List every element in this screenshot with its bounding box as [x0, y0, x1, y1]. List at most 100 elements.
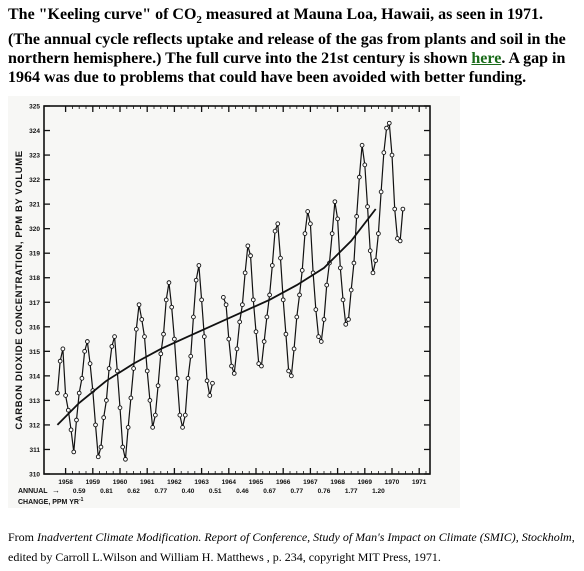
caption-text-3: . A gap in 1964 was due to problems that… — [8, 50, 566, 87]
annual-change-unit-sup: -1 — [79, 497, 84, 503]
monthly-co2-point — [180, 425, 185, 430]
annual-change-value: 0.76 — [318, 488, 331, 495]
monthly-co2-point — [104, 398, 109, 403]
x-tick-label: 1965 — [249, 479, 264, 486]
monthly-co2-point — [95, 454, 101, 460]
monthly-co2-point — [85, 339, 90, 344]
monthly-co2-point — [299, 268, 305, 273]
monthly-co2-point — [316, 334, 321, 339]
monthly-co2-point — [253, 329, 259, 335]
monthly-co2-point — [201, 334, 207, 339]
monthly-co2-point — [313, 307, 319, 312]
plot-frame — [43, 105, 431, 475]
monthly-co2-point — [400, 206, 406, 212]
monthly-co2-point — [123, 456, 128, 462]
monthly-co2-point — [272, 228, 278, 234]
y-tick-label: 314 — [29, 373, 40, 380]
annual-change-label2: CHANGE, PPM YR-1 — [18, 497, 84, 506]
monthly-co2-point — [378, 189, 384, 195]
monthly-co2-point — [112, 334, 117, 339]
monthly-co2-point — [117, 405, 123, 411]
monthly-co2-line — [56, 264, 214, 460]
monthly-co2-point — [109, 344, 115, 349]
data-series — [55, 120, 406, 462]
annual-change-value: 0.77 — [290, 488, 303, 495]
annual-change-value: 1.77 — [345, 488, 358, 495]
monthly-co2-point — [354, 214, 359, 219]
y-tick-label: 319 — [29, 251, 40, 258]
monthly-co2-point — [264, 314, 270, 320]
annual-change-arrow: → — [52, 486, 60, 495]
x-tick-label: 1960 — [113, 479, 128, 486]
annual-change-value: 0.77 — [154, 488, 167, 495]
monthly-co2-point — [365, 204, 370, 209]
y-tick-label: 312 — [29, 422, 40, 429]
y-tick-label: 317 — [29, 300, 40, 307]
monthly-co2-point — [305, 209, 311, 214]
monthly-co2-point — [340, 297, 346, 303]
monthly-co2-point — [207, 393, 213, 398]
monthly-co2-point — [367, 248, 373, 254]
monthly-co2-point — [196, 263, 202, 268]
monthly-co2-point — [139, 317, 145, 322]
monthly-co2-point — [283, 331, 289, 337]
y-tick-label: 325 — [29, 104, 40, 111]
monthly-co2-point — [250, 297, 256, 303]
monthly-co2-point — [142, 334, 147, 339]
monthly-co2-point — [362, 162, 368, 168]
monthly-co2-point — [155, 383, 161, 389]
y-tick-label: 315 — [29, 349, 40, 356]
monthly-co2-point — [269, 263, 275, 268]
monthly-co2-point — [210, 380, 215, 386]
y-tick-label: 311 — [30, 447, 41, 454]
monthly-co2-point — [386, 120, 392, 126]
monthly-co2-point — [191, 314, 196, 320]
monthly-co2-point — [74, 417, 79, 423]
monthly-co2-point — [278, 255, 283, 261]
monthly-co2-point — [240, 302, 245, 308]
annual-change-value: 1.20 — [372, 488, 385, 495]
monthly-co2-point — [76, 390, 82, 396]
x-tick-label: 1967 — [303, 479, 318, 486]
monthly-co2-point — [248, 253, 253, 259]
monthly-co2-point — [63, 393, 68, 398]
credit-suffix: , edited by Carroll L.Wilson and William… — [8, 530, 575, 564]
credit-prefix: From — [8, 530, 38, 544]
monthly-co2-point — [106, 366, 112, 371]
monthly-co2-point — [161, 331, 166, 337]
monthly-co2-point — [125, 425, 131, 430]
monthly-co2-point — [93, 422, 98, 428]
monthly-co2-point — [259, 363, 264, 369]
monthly-co2-point — [65, 407, 71, 413]
monthly-co2-point — [199, 297, 204, 303]
monthly-co2-line — [222, 122, 404, 377]
monthly-co2-point — [381, 150, 387, 155]
monthly-co2-point — [177, 412, 183, 418]
monthly-co2-point — [79, 375, 85, 381]
monthly-co2-point — [87, 361, 93, 366]
x-tick-label: 1958 — [58, 479, 73, 486]
monthly-co2-point — [68, 427, 74, 433]
y-tick-label: 316 — [29, 324, 40, 331]
annual-change-value: 0.67 — [263, 488, 276, 495]
monthly-co2-point — [348, 287, 354, 293]
monthly-co2-point — [373, 258, 379, 263]
monthly-co2-point — [351, 260, 357, 266]
monthly-co2-point — [321, 317, 327, 322]
here-link[interactable]: here — [471, 50, 502, 68]
monthly-co2-point — [234, 346, 240, 352]
monthly-co2-point — [245, 243, 251, 249]
monthly-co2-point — [275, 221, 281, 227]
caption-text-1: The "Keeling curve" of CO — [8, 6, 197, 23]
keeling-curve-figure: CARBON DIOXIDE CONCENTRATION, PPM BY VOL… — [8, 96, 460, 508]
monthly-co2-point — [204, 378, 210, 384]
monthly-co2-point — [384, 125, 389, 131]
monthly-co2-point — [166, 280, 172, 285]
monthly-co2-point — [57, 358, 63, 364]
x-tick-label: 1970 — [385, 479, 400, 486]
monthly-co2-point — [261, 339, 267, 344]
monthly-co2-point — [188, 353, 194, 359]
monthly-co2-point — [71, 449, 77, 455]
annual-change-value: 0.62 — [127, 488, 140, 495]
monthly-co2-point — [158, 351, 164, 357]
